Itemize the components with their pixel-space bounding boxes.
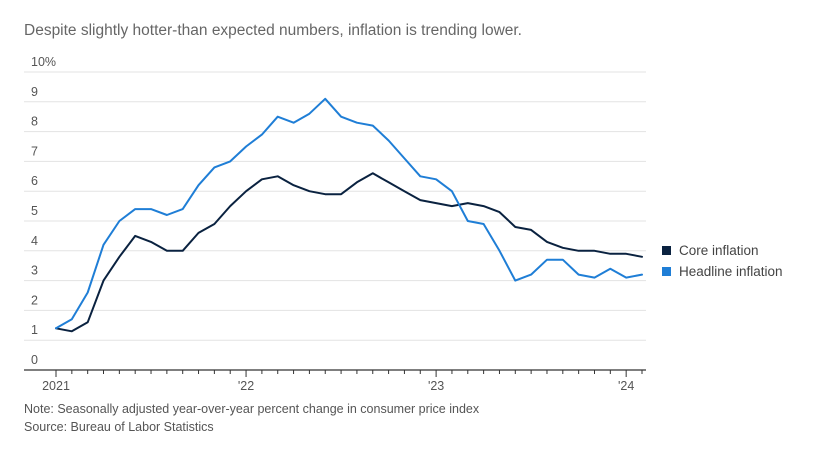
headline-inflation-line bbox=[55, 97, 643, 330]
series-lines bbox=[55, 97, 643, 333]
chart-note: Note: Seasonally adjusted year-over-year… bbox=[24, 402, 480, 416]
y-tick-label: 8 bbox=[31, 115, 38, 129]
legend-label-headline: Headline inflation bbox=[679, 264, 783, 279]
legend-item-headline: Headline inflation bbox=[662, 264, 832, 279]
legend-swatch-headline bbox=[662, 267, 671, 276]
x-tick-label: '23 bbox=[428, 379, 444, 393]
y-axis-ticks: 0 1 2 3 4 5 6 7 8 9 10% bbox=[31, 55, 56, 367]
y-tick-label: 4 bbox=[31, 234, 38, 248]
y-tick-label: 9 bbox=[31, 85, 38, 99]
legend-label-core: Core inflation bbox=[679, 243, 759, 258]
x-tick-label: '22 bbox=[238, 379, 254, 393]
legend-swatch-core bbox=[662, 246, 671, 255]
gridlines bbox=[24, 71, 646, 341]
y-tick-label: 6 bbox=[31, 174, 38, 188]
core-inflation-line bbox=[55, 172, 643, 333]
y-tick-label: 1 bbox=[31, 323, 38, 337]
legend-item-core: Core inflation bbox=[662, 243, 832, 258]
y-tick-label: 5 bbox=[31, 204, 38, 218]
chart-subtitle: Despite slightly hotter-than expected nu… bbox=[24, 22, 522, 39]
x-tick-label: '24 bbox=[618, 379, 634, 393]
y-tick-label: 2 bbox=[31, 293, 38, 307]
y-tick-label: 0 bbox=[31, 353, 38, 367]
y-tick-label: 3 bbox=[31, 264, 38, 278]
y-tick-label: 10% bbox=[31, 55, 56, 69]
y-tick-label: 7 bbox=[31, 144, 38, 158]
x-tick-label: 2021 bbox=[42, 379, 70, 393]
chart-source: Source: Bureau of Labor Statistics bbox=[24, 420, 214, 434]
x-axis: 2021 '22 '23 '24 bbox=[24, 369, 646, 393]
